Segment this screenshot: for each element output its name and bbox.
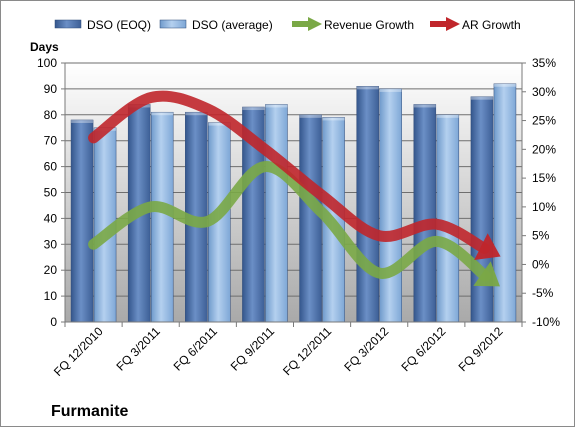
revenue-growth-line [88, 161, 491, 282]
y2-tick-label: 10% [532, 200, 556, 214]
bar-cap [151, 112, 174, 116]
y2-tick-label: 5% [532, 229, 550, 243]
y-tick-label: 100 [37, 56, 57, 70]
bar-dso-eoq [70, 119, 94, 323]
bar-cap [242, 107, 265, 111]
legend-swatch [159, 19, 187, 29]
series-lines [88, 90, 501, 287]
y2-axis-ticks: -10% -5% 0% 5% 10% 15% 20% 25% 30% 35% [522, 56, 560, 329]
bar-cap [71, 119, 94, 123]
y-axis-title: Days [30, 40, 59, 54]
legend-label: DSO (average) [192, 18, 273, 32]
legend: DSO (EOQ) DSO (average) Revenue Growth AR G… [54, 17, 521, 32]
y-tick-label: 20 [44, 263, 58, 277]
bar-dso-eoq [299, 114, 322, 323]
bar-cap [470, 96, 493, 100]
bar-cap [265, 104, 288, 108]
bar-cap [379, 88, 402, 92]
y2-tick-label: 0% [532, 257, 550, 271]
revenue-growth-arrowhead [473, 261, 500, 287]
bar-cap [299, 114, 322, 118]
y-tick-label: 50 [44, 186, 58, 200]
y-tick-label: 40 [44, 211, 58, 225]
y-tick-label: 90 [44, 82, 58, 96]
y-tick-label: 30 [44, 237, 58, 251]
bar-dso-average [379, 88, 402, 323]
y-tick-label: 60 [44, 160, 58, 174]
bar-cap [185, 112, 208, 116]
legend-label: DSO (EOQ) [87, 18, 151, 32]
bar-dso-average [265, 104, 288, 323]
bar-cap [413, 104, 436, 108]
bar-cap [493, 83, 516, 87]
bar-cap [356, 86, 379, 90]
y2-tick-label: 25% [532, 114, 556, 128]
bar-dso-eoq [413, 104, 437, 323]
brand-label: Furmanite [51, 403, 128, 420]
bar-cap [322, 117, 345, 121]
bar-dso-average [150, 111, 174, 323]
y-tick-label: 70 [44, 134, 58, 148]
ar-growth-arrowhead [474, 233, 501, 261]
y2-tick-label: 30% [532, 85, 556, 99]
legend-arrow [446, 17, 460, 31]
legend-label: Revenue Growth [324, 18, 414, 32]
bar-dso-average [436, 114, 460, 323]
bar-dso-eoq [356, 86, 379, 323]
y-axis-ticks: 0 10 20 30 40 50 60 70 80 90 100 [37, 56, 65, 329]
y2-tick-label: -10% [532, 315, 560, 329]
y2-tick-label: -5% [532, 286, 554, 300]
y-tick-label: 0 [50, 315, 57, 329]
y2-tick-label: 15% [532, 171, 556, 185]
bar-dso-eoq [470, 96, 494, 323]
bar-cap [436, 114, 459, 118]
y2-tick-label: 35% [532, 56, 556, 70]
bar-cap [208, 122, 231, 126]
y-tick-label: 10 [44, 289, 58, 303]
y-tick-label: 80 [44, 108, 58, 122]
ar-growth-line [88, 90, 491, 254]
legend-swatch [54, 19, 82, 29]
legend-arrow [308, 17, 322, 31]
legend-label: AR Growth [462, 18, 521, 32]
y2-tick-label: 20% [532, 142, 556, 156]
